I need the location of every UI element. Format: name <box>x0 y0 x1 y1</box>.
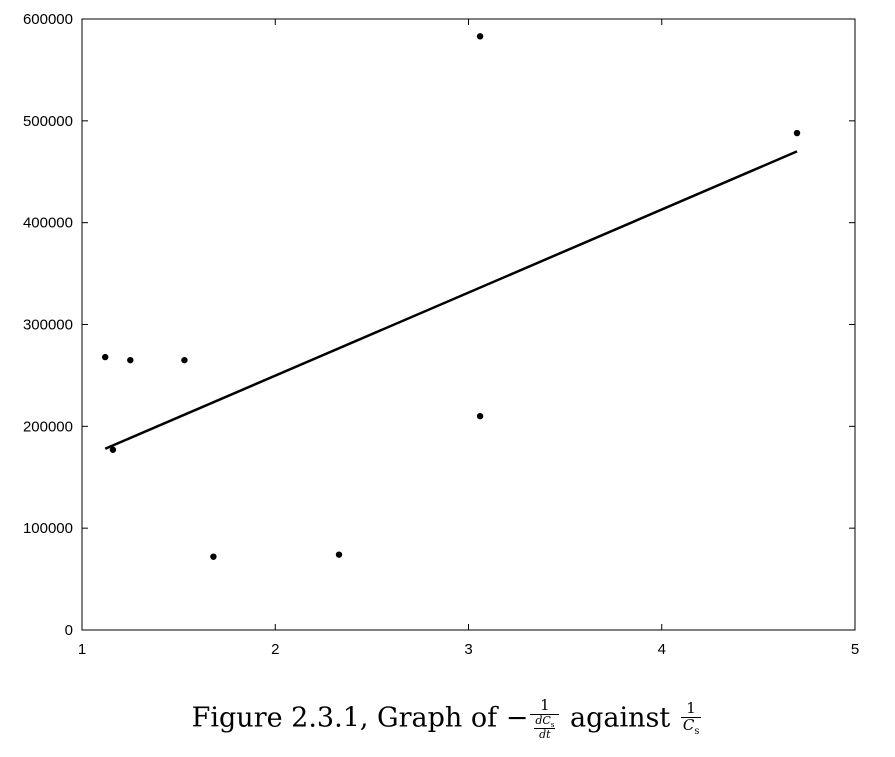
caption-fraction-2-numerator: 1 <box>680 700 702 718</box>
y-tick-label: 200000 <box>23 418 73 435</box>
caption-inner-denominator-text: dt <box>539 728 551 742</box>
y-tick-label: 100000 <box>23 520 73 537</box>
data-point <box>476 33 484 40</box>
data-point <box>101 353 109 361</box>
y-tick-label: 500000 <box>23 113 73 130</box>
scatter-chart: 1 2 3 4 5 0 100000 200000 300000 400000 500000 6000… <box>23 11 859 658</box>
caption-fraction-2-denominator-text: C <box>682 715 695 734</box>
caption-fraction-2: 1 Cs <box>680 700 702 737</box>
y-tick-label: 300000 <box>23 317 73 334</box>
x-tick-label: 4 <box>658 641 666 658</box>
data-point <box>181 356 188 364</box>
data-point <box>127 356 134 364</box>
data-point <box>109 446 117 453</box>
caption-inner-numerator-text: dC <box>535 713 551 727</box>
caption-fraction-2-denominator-sub: s <box>694 725 700 737</box>
fit-line <box>104 150 798 450</box>
y-tick-label: 400000 <box>23 215 73 232</box>
caption-middle: against <box>561 702 679 734</box>
x-tick-label: 1 <box>78 641 86 658</box>
caption-fraction-1-denominator: dCs dt <box>530 715 559 740</box>
plot-frame <box>81 18 856 631</box>
data-point <box>476 412 484 420</box>
figure-caption: Figure 2.3.1, Graph of −1 dCs dt against 1… <box>0 697 895 740</box>
y-tick-label: 600000 <box>23 11 73 28</box>
x-tick-label: 3 <box>464 641 472 658</box>
caption-fraction-2-denominator: Cs <box>681 715 702 737</box>
caption-inner-numerator-sub: s <box>550 719 555 729</box>
axis-ticks <box>81 18 856 631</box>
caption-prefix: Figure 2.3.1, Graph of − <box>191 702 529 734</box>
data-point <box>335 551 343 558</box>
caption-fraction-1: 1 dCs dt <box>530 697 560 740</box>
y-tick-label: 0 <box>65 622 73 639</box>
x-tick-label: 2 <box>271 641 279 658</box>
caption-inner-numerator: dCs <box>534 713 556 730</box>
caption-inner-denominator: dt <box>534 729 555 740</box>
caption-fraction-1-numerator: 1 <box>530 697 560 715</box>
data-point <box>210 553 217 560</box>
axis-tick-labels: 1 2 3 4 5 0 100000 200000 300000 400000 500000 6000… <box>23 11 859 658</box>
caption-inner-fraction: dCs dt <box>534 713 556 740</box>
data-point <box>793 129 801 137</box>
data-points <box>101 33 801 560</box>
x-tick-label: 5 <box>851 641 859 658</box>
